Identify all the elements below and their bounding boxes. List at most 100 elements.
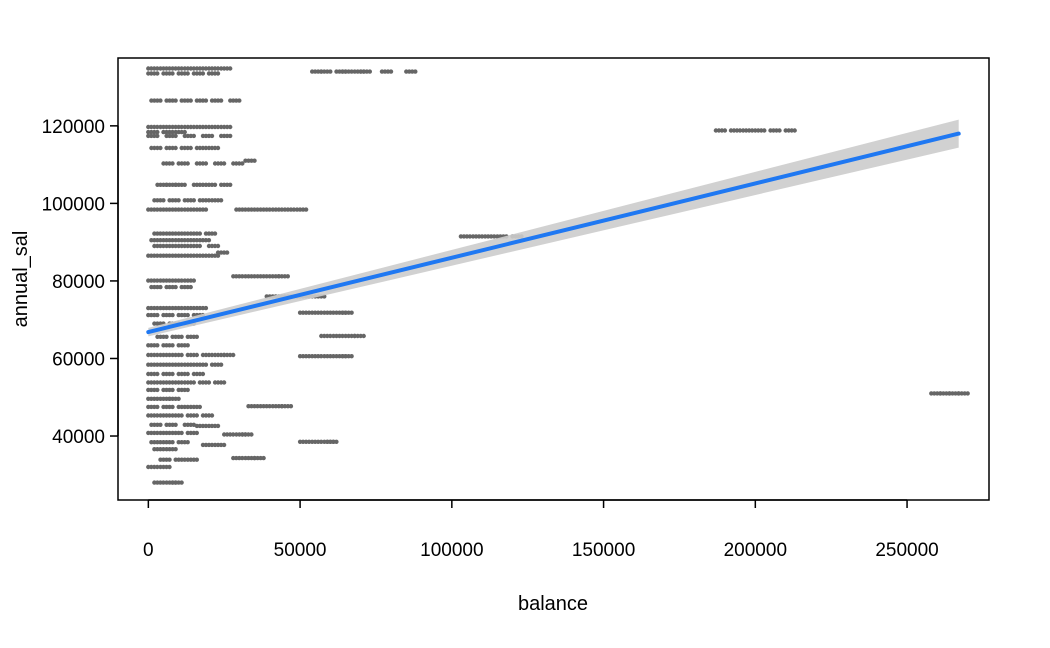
data-point — [176, 440, 190, 445]
data-point — [206, 66, 221, 71]
data-point — [404, 69, 418, 74]
data-point — [255, 274, 269, 279]
data-point — [161, 371, 175, 377]
data-point — [243, 274, 257, 279]
data-point — [209, 362, 224, 367]
data-point — [234, 207, 248, 212]
data-point — [146, 362, 160, 367]
data-point — [713, 128, 728, 133]
data-point — [191, 182, 206, 187]
fit-line — [146, 131, 961, 335]
data-point — [194, 98, 209, 103]
data-point — [158, 253, 172, 258]
data-point — [246, 207, 260, 212]
data-point — [252, 455, 266, 461]
y-tick-label: 60000 — [52, 349, 105, 370]
data-point — [161, 440, 175, 445]
data-point — [146, 380, 160, 385]
data-point — [146, 278, 160, 283]
data-point — [212, 380, 227, 385]
x-tick-label: 0 — [143, 540, 154, 561]
data-point — [146, 71, 160, 76]
regression-fit — [146, 119, 961, 337]
data-point — [231, 274, 245, 279]
data-point — [200, 442, 215, 448]
data-point — [219, 182, 233, 187]
data-point — [358, 69, 372, 74]
data-point — [194, 423, 209, 429]
y-tick-label: 40000 — [52, 427, 105, 448]
data-point — [158, 66, 172, 71]
data-point — [149, 422, 163, 427]
data-point — [182, 362, 196, 367]
data-point — [209, 98, 224, 103]
data-point — [155, 334, 169, 339]
data-point — [146, 464, 160, 470]
data-point — [158, 305, 172, 311]
data-point — [325, 439, 339, 444]
data-point — [173, 238, 187, 243]
data-point — [197, 380, 212, 385]
data-point — [179, 98, 193, 103]
data-point — [152, 447, 166, 452]
data-point — [176, 404, 190, 410]
data-point — [146, 253, 160, 258]
data-point — [164, 422, 178, 427]
data-point — [215, 250, 230, 255]
data-point — [164, 243, 178, 249]
data-point — [146, 387, 160, 393]
data-point — [340, 354, 354, 359]
data-point — [161, 129, 175, 135]
y-tick-label: 100000 — [42, 194, 105, 215]
x-tick-label: 100000 — [420, 540, 483, 561]
data-point — [222, 352, 236, 358]
data-point — [340, 69, 354, 74]
data-point — [206, 124, 221, 130]
data-point — [164, 284, 178, 290]
data-point — [146, 133, 160, 139]
data-point — [194, 305, 209, 311]
x-tick-label: 50000 — [274, 540, 327, 561]
data-point — [170, 305, 184, 311]
data-point — [206, 423, 221, 429]
data-point — [161, 71, 175, 76]
data-point — [240, 432, 254, 437]
data-point — [158, 464, 172, 470]
data-point — [158, 430, 172, 436]
data-point — [146, 430, 160, 436]
data-point — [170, 362, 184, 367]
data-point — [194, 207, 209, 212]
data-point — [203, 182, 218, 187]
data-point — [164, 447, 178, 452]
data-point — [173, 129, 187, 135]
data-point — [161, 312, 175, 318]
data-point — [331, 333, 345, 339]
data-point — [200, 133, 215, 139]
data-point — [164, 133, 178, 139]
data-point — [164, 145, 178, 151]
data-point — [194, 253, 209, 258]
data-point — [219, 133, 233, 139]
data-point — [158, 413, 172, 418]
data-point — [185, 430, 199, 436]
data-point — [146, 305, 160, 311]
data-point — [206, 243, 221, 249]
x-axis-title: balance — [518, 593, 588, 615]
data-point — [152, 231, 166, 236]
data-point — [206, 253, 221, 258]
y-tick-label: 80000 — [52, 272, 105, 293]
data-point — [194, 66, 209, 71]
data-point — [319, 333, 333, 339]
data-point — [297, 439, 312, 444]
data-point — [170, 253, 184, 258]
data-point — [161, 238, 175, 243]
data-point — [753, 128, 767, 133]
data-point — [185, 352, 199, 358]
data-point — [222, 432, 236, 437]
data-point — [219, 124, 233, 130]
data-point — [176, 71, 190, 76]
data-point — [182, 278, 196, 283]
data-point — [228, 98, 242, 103]
data-point — [340, 310, 354, 315]
